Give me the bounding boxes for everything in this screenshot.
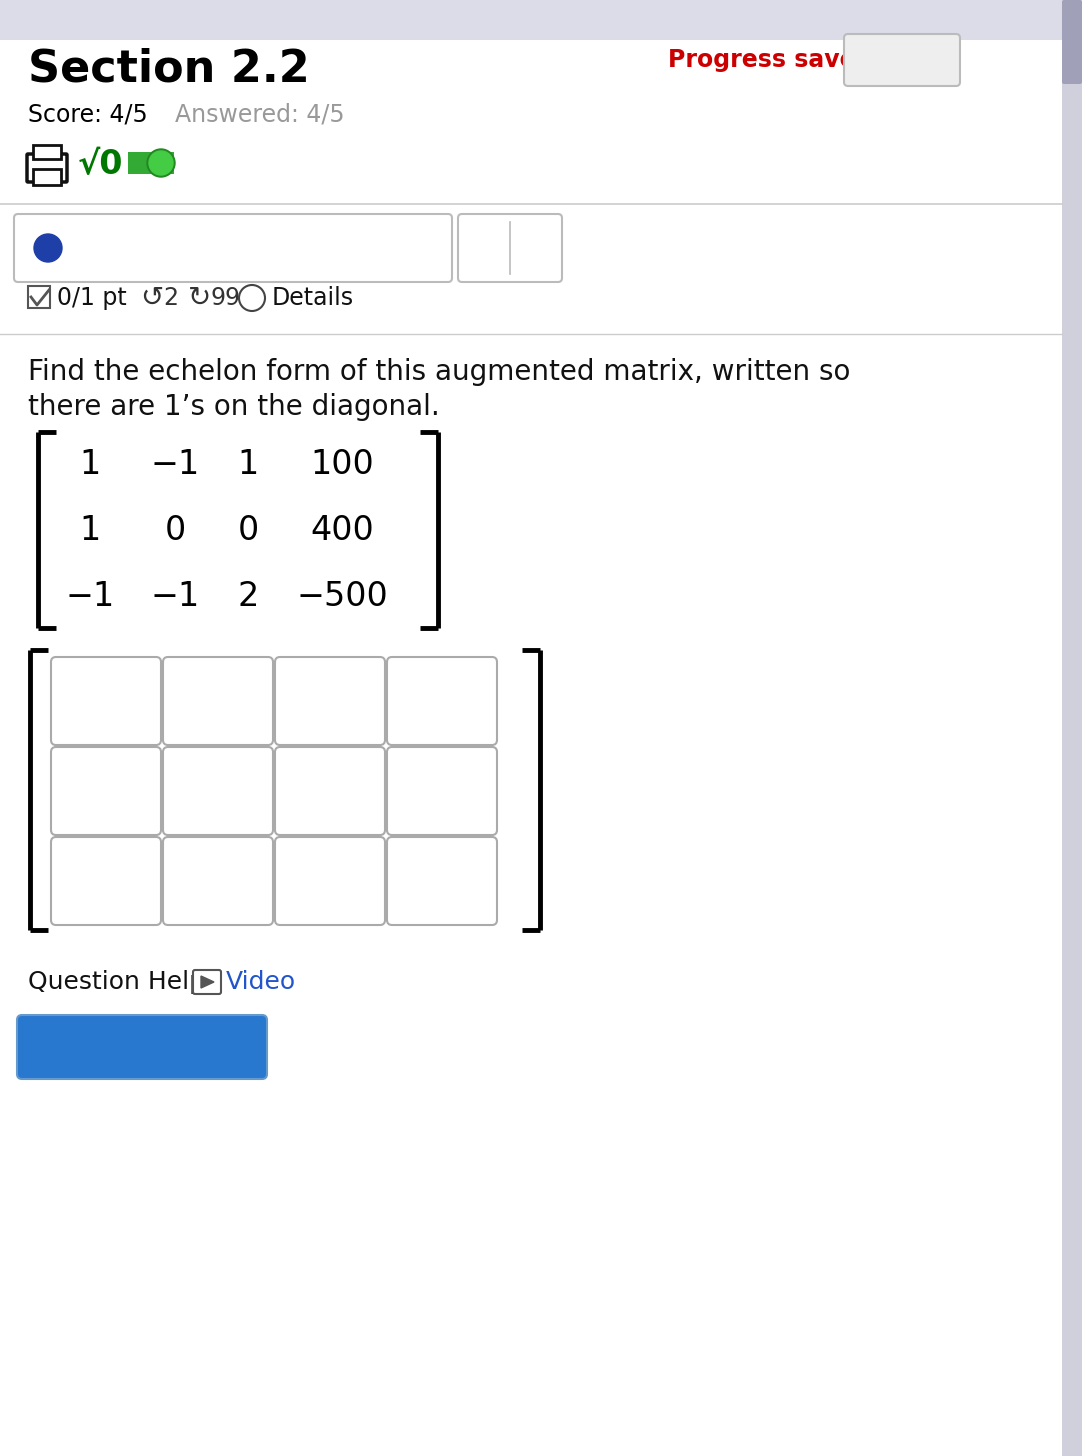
Text: Question 3: Question 3 [72,234,215,261]
Text: 100: 100 [311,447,374,480]
Text: ↻: ↻ [188,284,211,312]
FancyBboxPatch shape [163,747,273,834]
FancyBboxPatch shape [844,33,960,86]
FancyBboxPatch shape [51,747,161,834]
Text: Submit Question: Submit Question [24,1035,260,1059]
FancyBboxPatch shape [275,747,385,834]
Text: 2: 2 [237,579,259,613]
FancyBboxPatch shape [128,151,174,175]
Text: ↺: ↺ [140,284,163,312]
FancyBboxPatch shape [387,747,497,834]
Text: Done: Done [866,48,938,71]
FancyBboxPatch shape [193,970,221,994]
FancyBboxPatch shape [51,837,161,925]
Bar [0,0,1082,39]
FancyBboxPatch shape [387,837,497,925]
Circle shape [149,151,173,175]
Text: 0: 0 [237,514,259,546]
Text: 1: 1 [237,447,259,480]
Text: 0/1 pt: 0/1 pt [57,285,127,310]
Circle shape [147,149,175,178]
Text: there are 1’s on the diagonal.: there are 1’s on the diagonal. [28,393,439,421]
Polygon shape [201,976,214,989]
Text: Score: 4/5: Score: 4/5 [28,102,148,127]
Text: >: > [527,236,547,261]
FancyBboxPatch shape [163,837,273,925]
FancyBboxPatch shape [458,214,562,282]
Text: Question Help:: Question Help: [28,970,213,994]
Circle shape [239,285,265,312]
FancyBboxPatch shape [17,1015,267,1079]
Bar [1063,0,1082,1456]
FancyBboxPatch shape [14,214,452,282]
Text: Find the echelon form of this augmented matrix, written so: Find the echelon form of this augmented … [28,358,850,386]
Text: −1: −1 [150,447,199,480]
Text: −500: −500 [296,579,387,613]
Bar [32,169,61,185]
Circle shape [34,234,62,262]
Text: 1: 1 [79,514,101,546]
Text: Video: Video [226,970,296,994]
Text: <: < [475,236,496,261]
Text: Details: Details [272,285,354,310]
Text: 99: 99 [210,285,240,310]
FancyBboxPatch shape [387,657,497,745]
Text: √0: √0 [78,149,123,181]
FancyBboxPatch shape [51,657,161,745]
Text: 0: 0 [164,514,186,546]
FancyBboxPatch shape [275,837,385,925]
Text: i: i [249,288,254,307]
Text: Progress saved: Progress saved [668,48,872,71]
Text: Answered: 4/5: Answered: 4/5 [175,102,345,127]
Text: Section 2.2: Section 2.2 [28,48,309,90]
Text: −1: −1 [150,579,199,613]
Text: 400: 400 [311,514,374,546]
Text: 1: 1 [79,447,101,480]
Bar [28,285,50,309]
Text: ▼: ▼ [419,239,433,258]
Text: −1: −1 [65,579,115,613]
FancyBboxPatch shape [275,657,385,745]
Bar [32,146,61,159]
FancyBboxPatch shape [163,657,273,745]
Text: 2: 2 [163,285,179,310]
FancyBboxPatch shape [1063,0,1082,84]
